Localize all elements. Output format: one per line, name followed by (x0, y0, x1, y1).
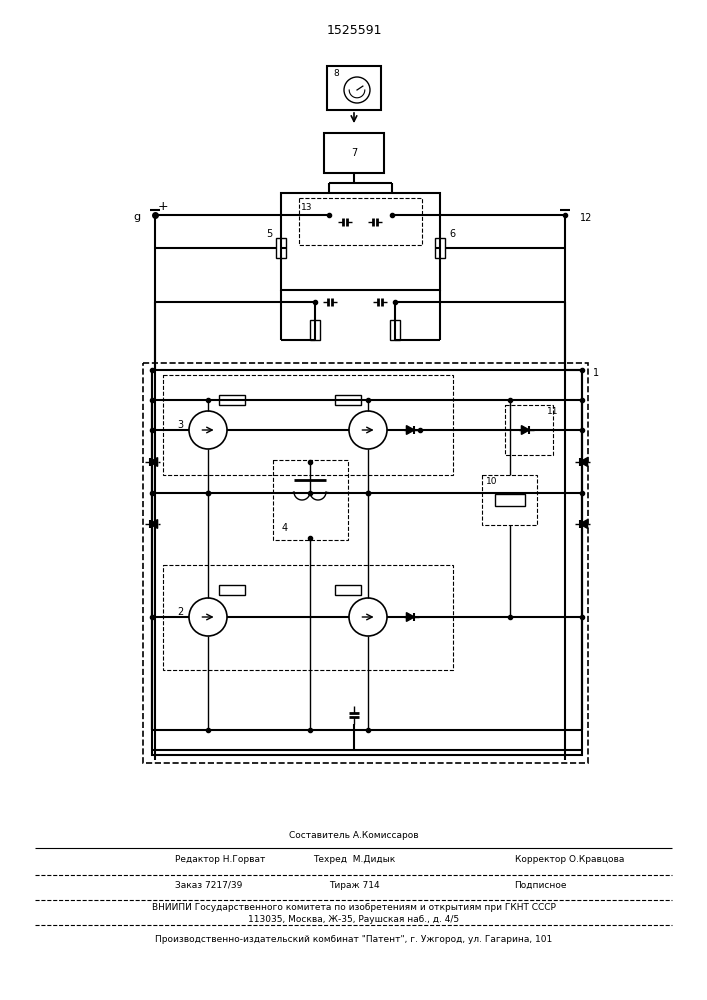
Text: +: + (158, 200, 168, 214)
Bar (272, 460, 348, 540)
Polygon shape (150, 458, 158, 466)
Text: 5: 5 (266, 229, 272, 239)
Bar (276, 238, 286, 258)
Bar (390, 320, 400, 340)
Bar (163, 375, 453, 475)
Polygon shape (407, 426, 414, 434)
Bar (495, 494, 525, 506)
Text: 13: 13 (301, 204, 312, 213)
Text: g: g (134, 212, 141, 222)
Bar (482, 475, 537, 525)
Text: 4: 4 (282, 523, 288, 533)
Bar (327, 66, 381, 110)
Text: 12: 12 (580, 213, 592, 223)
Text: 7: 7 (351, 148, 357, 158)
Text: Заказ 7217/39: Заказ 7217/39 (175, 880, 243, 890)
Bar (335, 585, 361, 595)
Text: Корректор О.Кравцова: Корректор О.Кравцова (515, 856, 625, 864)
Text: 11: 11 (547, 408, 559, 416)
Bar (219, 585, 245, 595)
Text: 113035, Москва, Ж-35, Раушская наб., д. 4/5: 113035, Москва, Ж-35, Раушская наб., д. … (248, 916, 460, 924)
Polygon shape (407, 613, 414, 621)
Bar (324, 133, 384, 173)
Circle shape (349, 411, 387, 449)
Bar (310, 320, 320, 340)
Bar (505, 405, 553, 455)
Bar (152, 370, 582, 755)
Polygon shape (521, 426, 530, 434)
Text: 1: 1 (593, 368, 599, 378)
Bar (163, 565, 453, 670)
Bar (435, 238, 445, 258)
Text: 2: 2 (177, 607, 183, 617)
Text: 1525591: 1525591 (326, 23, 382, 36)
Bar (299, 198, 422, 245)
Text: Техред  М.Дидык: Техред М.Дидык (313, 856, 395, 864)
Circle shape (189, 411, 227, 449)
Text: 3: 3 (177, 420, 183, 430)
Polygon shape (580, 520, 588, 528)
Bar (281, 193, 440, 290)
Text: ВНИИПИ Государственного комитета по изобретениям и открытиям при ГКНТ СССР: ВНИИПИ Государственного комитета по изоб… (152, 904, 556, 912)
Text: Производственно-издательский комбинат "Патент", г. Ужгород, ул. Гагарина, 101: Производственно-издательский комбинат "П… (156, 936, 553, 944)
Polygon shape (580, 458, 588, 466)
Text: Составитель А.Комиссаров: Составитель А.Комиссаров (289, 830, 419, 840)
Polygon shape (150, 520, 158, 528)
Bar (143, 363, 588, 763)
Text: 10: 10 (486, 478, 498, 487)
Text: Тираж 714: Тираж 714 (329, 880, 380, 890)
Circle shape (344, 77, 370, 103)
Text: 6: 6 (449, 229, 455, 239)
Text: Редактор Н.Горват: Редактор Н.Горват (175, 856, 265, 864)
Circle shape (189, 598, 227, 636)
Bar (219, 395, 245, 405)
Text: Подписное: Подписное (514, 880, 566, 890)
Circle shape (349, 598, 387, 636)
Bar (335, 395, 361, 405)
Text: 8: 8 (333, 70, 339, 79)
